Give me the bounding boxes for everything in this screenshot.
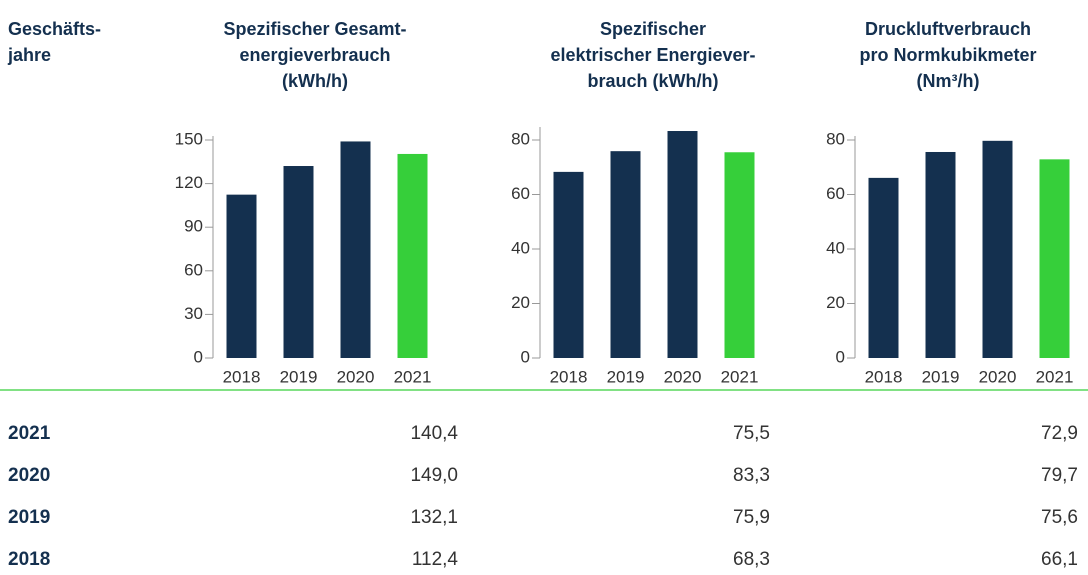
x-tick-label: 2021 [1036,367,1074,386]
y-tick-label: 80 [511,129,530,148]
y-tick-label: 0 [836,347,845,366]
y-tick-label: 30 [184,304,203,323]
y-tick-label: 40 [511,238,530,257]
table-value: 72,9 [1041,423,1078,444]
table-value: 79,7 [1041,465,1078,486]
y-tick-label: 120 [175,173,203,192]
x-tick-label: 2018 [865,367,903,386]
bar [1039,159,1070,358]
bar [724,152,755,358]
bar [397,153,428,358]
row-label: 2021 [8,423,51,444]
bar [868,177,899,358]
table-value: 75,9 [733,507,770,528]
y-tick-label: 0 [521,347,530,366]
x-tick-label: 2018 [550,367,588,386]
x-tick-label: 2019 [607,367,645,386]
y-tick-label: 60 [826,184,845,203]
bar [667,131,698,358]
x-tick-label: 2020 [979,367,1017,386]
bar [340,141,371,358]
y-tick-label: 60 [184,260,203,279]
y-tick-label: 80 [826,129,845,148]
table-value: 75,6 [1041,507,1078,528]
bar [553,171,584,358]
y-tick-label: 60 [511,184,530,203]
y-tick-label: 40 [826,238,845,257]
chart-title: Druckluftverbrauch pro Normkubikmeter (N… [859,19,1037,91]
column-header: Geschäfts- jahre [8,19,102,65]
bar [610,151,641,358]
x-tick-label: 2019 [922,367,960,386]
y-tick-label: 0 [194,347,203,366]
bar [925,151,956,358]
table-value: 68,3 [733,549,770,570]
x-tick-label: 2018 [223,367,261,386]
row-label: 2018 [8,549,51,570]
x-tick-label: 2019 [280,367,318,386]
y-tick-label: 20 [826,293,845,312]
x-tick-label: 2020 [337,367,375,386]
x-tick-label: 2021 [721,367,759,386]
row-label: 2019 [8,507,51,528]
bar [226,194,257,358]
chart-title: Spezifischer elektrischer Energiever- br… [550,19,756,91]
table-value: 140,4 [410,423,458,444]
table-value: 83,3 [733,465,770,486]
x-tick-label: 2021 [394,367,432,386]
table-value: 149,0 [410,465,458,486]
y-tick-label: 150 [175,129,203,148]
bar [283,166,314,358]
table-value: 66,1 [1041,549,1078,570]
y-tick-label: 90 [184,217,203,236]
chart-title: Spezifischer Gesamt- energieverbrauch (k… [223,19,407,91]
table-value: 112,4 [411,549,458,570]
table-value: 132,1 [410,507,458,528]
table-value: 75,5 [733,423,770,444]
bar [982,140,1013,358]
y-tick-label: 20 [511,293,530,312]
row-label: 2020 [8,465,51,486]
x-tick-label: 2020 [664,367,702,386]
